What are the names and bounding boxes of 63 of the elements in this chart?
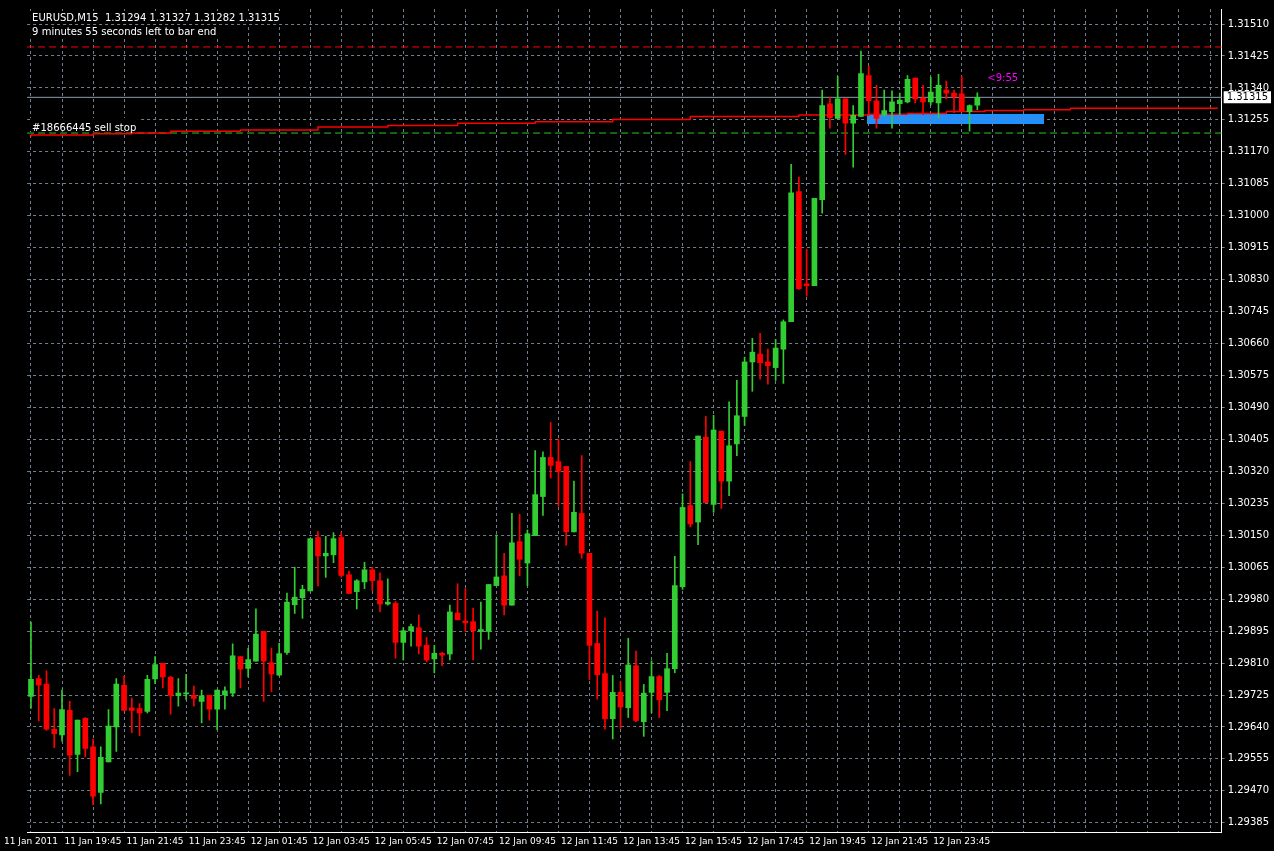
ref-line-label: 1.31315 xyxy=(1226,90,1269,102)
y-tick-label: 1.30065 xyxy=(1227,560,1270,572)
y-tick-label: 1.29385 xyxy=(1227,816,1270,828)
x-tick-label: 12 Jan 23:45 xyxy=(933,835,991,846)
y-tick-label: 1.31085 xyxy=(1227,177,1270,189)
y-tick-label: 1.30575 xyxy=(1227,369,1270,381)
y-tick-label: 1.30915 xyxy=(1227,241,1270,253)
y-tick-label: 1.30405 xyxy=(1227,432,1270,444)
x-tick-label: 12 Jan 17:45 xyxy=(747,835,805,846)
candlestick xyxy=(765,348,771,385)
x-tick-label: 12 Jan 21:45 xyxy=(871,835,929,846)
x-tick-label: 11 Jan 19:45 xyxy=(64,835,122,846)
y-tick-label: 1.31340 xyxy=(1227,81,1270,93)
candlestick xyxy=(881,89,888,117)
y-tick-label: 1.29980 xyxy=(1227,592,1270,604)
x-tick-label: 12 Jan 09:45 xyxy=(498,835,556,846)
candlestick xyxy=(478,601,484,650)
x-tick-label: 12 Jan 13:45 xyxy=(623,835,681,846)
y-tick-label: 1.29470 xyxy=(1227,784,1270,796)
y-tick-label: 1.30320 xyxy=(1227,464,1270,476)
candlestick xyxy=(28,621,34,709)
y-tick-label: 1.31510 xyxy=(1227,17,1270,29)
candlestick xyxy=(757,333,763,380)
x-tick-label: 11 Jan 21:45 xyxy=(126,835,184,846)
candlestick xyxy=(322,536,329,578)
x-tick-label: 12 Jan 15:45 xyxy=(685,835,743,846)
candlestick xyxy=(943,80,950,100)
candlestick xyxy=(896,92,903,115)
x-tick-label: 11 Jan 2011 xyxy=(4,835,58,846)
y-tick-label: 1.31425 xyxy=(1227,49,1270,61)
x-tick-label: 12 Jan 11:45 xyxy=(560,835,618,846)
x-tick-label: 12 Jan 05:45 xyxy=(374,835,432,846)
annotation: <9:55 xyxy=(987,71,1019,83)
candlestick xyxy=(850,105,857,168)
x-tick-label: 12 Jan 03:45 xyxy=(312,835,370,846)
candlestick xyxy=(51,708,58,748)
candlestick xyxy=(291,566,298,614)
y-tick-label: 1.29640 xyxy=(1227,720,1270,732)
y-tick-label: 1.30235 xyxy=(1227,496,1270,508)
candlestick xyxy=(470,607,476,661)
chart-title: EURUSD,M15 1.31294 1.31327 1.31282 1.31315 xyxy=(32,12,280,23)
candlestick xyxy=(35,675,42,722)
x-tick-label: 12 Jan 01:45 xyxy=(250,835,308,846)
y-tick-label: 1.29725 xyxy=(1227,688,1270,700)
y-tick-label: 1.30150 xyxy=(1227,528,1270,540)
y-tick-label: 1.29810 xyxy=(1227,656,1270,668)
y-tick-label: 1.30660 xyxy=(1227,337,1270,349)
y-tick-label: 1.29895 xyxy=(1227,624,1270,636)
ref-line-label: #18666445 sell stop xyxy=(32,121,137,133)
text: 9 minutes 55 seconds left to bar end xyxy=(32,26,217,37)
y-tick-label: 1.31170 xyxy=(1227,145,1270,157)
candlestick xyxy=(128,697,135,733)
x-tick-label: 11 Jan 23:45 xyxy=(188,835,246,846)
y-tick-label: 1.30830 xyxy=(1227,273,1270,285)
candlestick xyxy=(191,685,197,707)
candlestick xyxy=(547,422,554,479)
y-tick-label: 1.30490 xyxy=(1227,401,1270,413)
y-tick-label: 1.30745 xyxy=(1227,305,1270,317)
y-tick-label: 1.31255 xyxy=(1227,113,1270,125)
x-tick-label: 12 Jan 19:45 xyxy=(809,835,867,846)
y-tick-label: 1.29555 xyxy=(1227,752,1270,764)
y-tick-label: 1.31000 xyxy=(1227,209,1270,221)
x-tick-label: 12 Jan 07:45 xyxy=(436,835,494,846)
